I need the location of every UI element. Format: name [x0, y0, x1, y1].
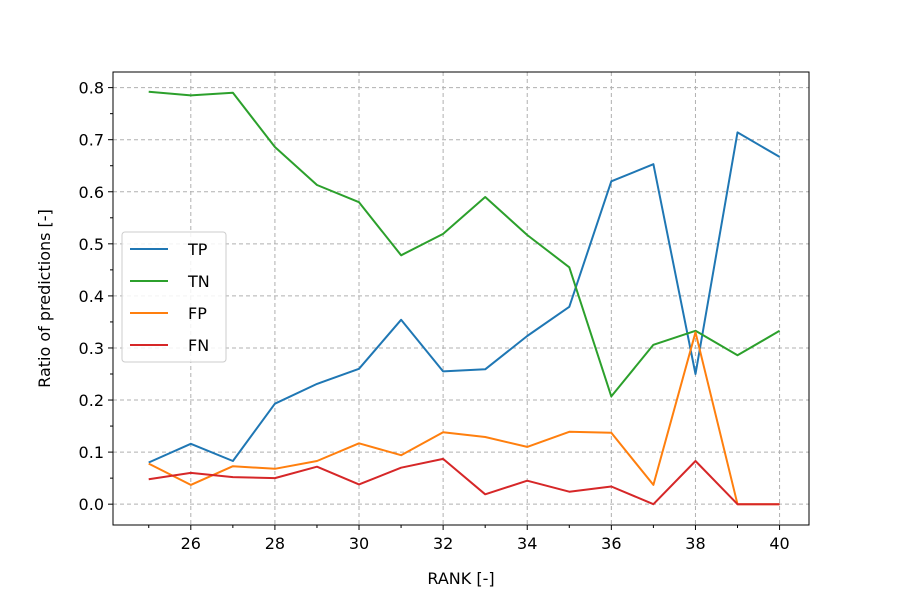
legend-label-tn: TN: [187, 272, 210, 291]
y-tick-label: 0.4: [79, 287, 104, 306]
axis-ticks: 26 28 30 32 34 36 38 40 0.0 0.1 0.2 0.3 0.4 0.5 0.6 0.7…: [79, 79, 790, 553]
series-line-fn: [148, 457, 780, 506]
y-tick-label: 0.5: [79, 235, 104, 254]
y-tick-label: 0.0: [79, 495, 104, 514]
grid: [113, 72, 809, 525]
x-tick-label: 26: [181, 534, 201, 553]
legend-label-fp: FP: [188, 304, 207, 323]
x-axis-label: RANK [-]: [427, 569, 494, 588]
series-line-tp: [148, 131, 781, 464]
y-tick-label: 0.8: [79, 79, 104, 98]
series-line-fp: [148, 331, 780, 506]
legend: TP TN FP FN: [121, 231, 227, 363]
y-tick-label: 0.3: [79, 339, 104, 358]
y-tick-label: 0.2: [79, 391, 104, 410]
y-tick-label: 0.1: [79, 443, 104, 462]
series-lines: [148, 90, 781, 506]
legend-label-tp: TP: [187, 240, 208, 259]
legend-label-fn: FN: [188, 336, 209, 355]
plot-frame: [112, 71, 810, 526]
x-tick-label: 36: [601, 534, 621, 553]
series-line-tn: [148, 90, 781, 398]
legend-box: [121, 231, 227, 363]
x-tick-label: 30: [349, 534, 369, 553]
y-tick-label: 0.6: [79, 183, 104, 202]
y-tick-label: 0.7: [79, 131, 104, 150]
x-tick-label: 38: [685, 534, 705, 553]
x-tick-label: 28: [265, 534, 285, 553]
y-axis-label: Ratio of predictions [-]: [35, 209, 54, 388]
x-tick-label: 32: [433, 534, 453, 553]
x-tick-label: 40: [769, 534, 789, 553]
x-tick-label: 34: [517, 534, 537, 553]
